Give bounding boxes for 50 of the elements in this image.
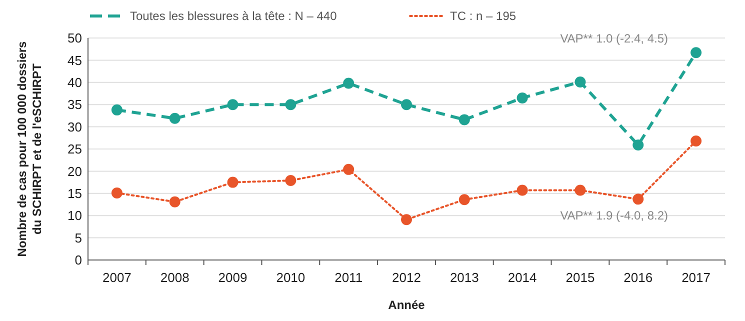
point: [632, 140, 644, 151]
y-tick-label: 0: [74, 252, 82, 268]
point: [632, 194, 644, 205]
point: [111, 104, 122, 116]
point: [401, 214, 412, 226]
y-tick-label: 25: [68, 142, 82, 157]
point: [458, 194, 470, 206]
annotation: VAP** 1.0 (-2.4, 4.5): [560, 32, 668, 46]
legend-label: TC : n – 195: [450, 9, 516, 24]
y-axis-title: Nombre de cas pour 100 000 dossiers du SCHIRPT et de l'eSCHIRPT: [15, 40, 44, 257]
y-tick-label: 35: [68, 97, 82, 112]
y-tick-label: 20: [68, 164, 82, 179]
x-tick-label: 2010: [276, 270, 306, 285]
point: [285, 99, 296, 110]
x-tick-label: 2011: [334, 270, 363, 285]
annotation: VAP** 1.9 (-4.0, 8.2): [560, 208, 668, 223]
y-tick-label: 10: [68, 208, 82, 224]
y-tick-label: 30: [68, 119, 82, 134]
point: [227, 176, 238, 188]
x-axis-title: Année: [388, 298, 426, 312]
y-tick-label: 50: [68, 30, 82, 46]
point: [343, 78, 354, 89]
point: [169, 196, 180, 208]
point: [458, 114, 470, 126]
x-tick-label: 2017: [682, 270, 711, 285]
x-tick-label: 2016: [624, 270, 653, 285]
point: [516, 184, 528, 196]
point: [574, 184, 586, 196]
point: [401, 99, 412, 110]
x-tick-label: 2014: [508, 270, 537, 285]
point: [285, 175, 296, 186]
point: [690, 136, 702, 147]
x-tick-label: 2007: [102, 270, 132, 285]
point: [690, 47, 702, 58]
legend-label: Toutes les blessures à la tête : N – 440: [130, 9, 338, 24]
y-tick-label: 45: [68, 52, 82, 68]
point: [169, 112, 180, 124]
x-tick-label: 2013: [450, 270, 479, 285]
point: [516, 92, 528, 104]
x-tick-label: 2009: [218, 270, 248, 285]
y-tick-label: 15: [68, 186, 82, 201]
x-tick-label: 2008: [160, 270, 190, 285]
point: [574, 76, 586, 88]
x-tick-label: 2015: [566, 270, 595, 285]
y-tick-label: 5: [74, 230, 82, 246]
point: [343, 164, 354, 175]
point: [111, 187, 122, 198]
x-tick-label: 2012: [392, 270, 421, 285]
point: [227, 99, 238, 110]
y-tick-label: 40: [68, 74, 82, 90]
